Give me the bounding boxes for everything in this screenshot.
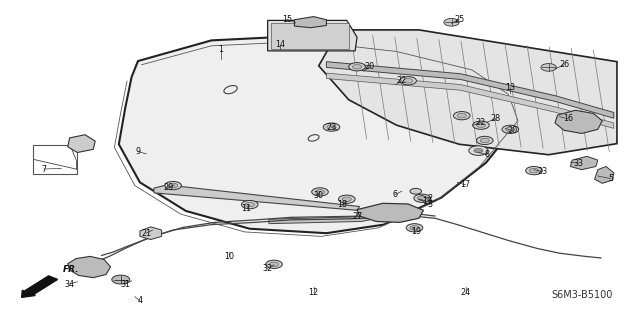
Circle shape [476,123,486,128]
Circle shape [468,146,488,155]
Polygon shape [357,203,424,222]
Polygon shape [294,17,326,28]
Text: 8: 8 [485,150,490,159]
Text: 28: 28 [490,114,500,123]
Text: 29: 29 [163,183,173,192]
Circle shape [400,77,417,85]
Circle shape [457,113,467,118]
Polygon shape [140,227,162,240]
Text: 32: 32 [262,263,273,273]
Circle shape [472,121,489,129]
Text: 4: 4 [138,296,143,305]
Circle shape [241,200,258,209]
Text: 6: 6 [393,190,398,199]
Circle shape [418,196,427,201]
Text: 15: 15 [282,15,292,24]
Circle shape [454,112,470,120]
Circle shape [414,194,431,202]
FancyBboxPatch shape [271,23,349,49]
Polygon shape [119,36,524,233]
Text: 33: 33 [573,159,584,168]
Text: 31: 31 [120,279,130,288]
Circle shape [541,63,556,71]
Text: 24: 24 [461,288,470,297]
Text: 12: 12 [308,288,319,297]
Circle shape [327,125,336,130]
Circle shape [342,197,351,202]
Polygon shape [268,20,357,51]
Text: 19: 19 [422,197,433,206]
Circle shape [269,262,278,267]
Text: 23: 23 [326,122,337,132]
Text: 26: 26 [559,60,569,69]
Text: 27: 27 [352,211,362,220]
Text: 30: 30 [314,190,324,200]
Text: 14: 14 [275,40,285,49]
Polygon shape [154,185,360,210]
Text: 22: 22 [476,117,486,127]
Text: 21: 21 [141,229,152,238]
Text: 2: 2 [428,194,433,203]
Circle shape [406,224,423,232]
Circle shape [525,167,542,175]
Text: S6M3-B5100: S6M3-B5100 [551,290,612,300]
Text: 7: 7 [42,165,47,174]
Text: 1: 1 [218,45,223,55]
Text: 3: 3 [428,200,433,209]
Circle shape [444,19,460,26]
Polygon shape [319,30,617,155]
FancyBboxPatch shape [33,145,77,174]
Text: 18: 18 [337,200,348,209]
Circle shape [168,183,178,188]
Polygon shape [326,62,614,118]
Text: 16: 16 [563,114,573,123]
Text: 25: 25 [454,15,465,24]
Text: 10: 10 [224,252,234,261]
Circle shape [404,78,413,83]
Text: 9: 9 [136,147,141,156]
FancyArrow shape [22,276,58,297]
Circle shape [165,182,181,190]
Polygon shape [68,256,111,278]
Polygon shape [555,110,602,133]
Text: FR.: FR. [63,265,80,274]
Text: 20: 20 [365,62,375,71]
Circle shape [506,127,515,132]
Polygon shape [269,209,410,224]
Text: 22: 22 [397,76,407,85]
Text: 13: 13 [506,83,515,92]
Text: 5: 5 [608,174,613,183]
Circle shape [112,275,130,284]
Polygon shape [595,167,614,183]
Text: 23: 23 [537,167,547,176]
Text: 11: 11 [241,204,252,213]
Circle shape [339,195,355,203]
Polygon shape [326,73,614,128]
Circle shape [349,63,365,71]
Circle shape [312,188,328,196]
Circle shape [266,260,282,269]
Circle shape [353,64,362,69]
Text: 20: 20 [508,126,518,135]
Polygon shape [570,156,598,170]
Polygon shape [68,135,95,152]
Circle shape [502,125,518,133]
Circle shape [245,202,254,207]
Circle shape [474,148,483,153]
Circle shape [476,136,493,145]
Circle shape [480,138,490,143]
Circle shape [410,226,419,230]
Circle shape [316,189,324,194]
Circle shape [529,168,538,173]
Text: 19: 19 [411,227,421,236]
Text: 17: 17 [461,181,470,189]
Circle shape [410,189,422,194]
Circle shape [323,123,340,131]
Text: 34: 34 [65,279,75,288]
